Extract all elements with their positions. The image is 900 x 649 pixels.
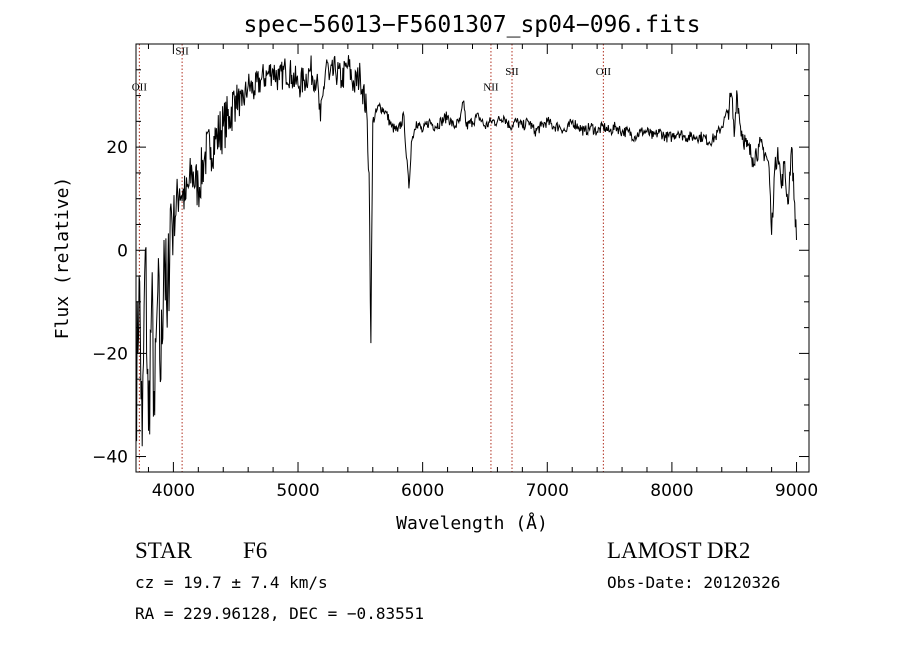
y-axis-label: Flux (relative) [52,177,73,340]
object-class: STAR [135,538,192,563]
emission-line-label: NII [483,81,499,93]
x-axis: 4000 5000 6000 7000 8000 9000 [147,44,818,501]
y-tick-label: −20 [92,344,128,364]
y-tick-label: 0 [117,241,128,261]
survey-name: LAMOST DR2 [607,538,751,563]
chart-title: spec−56013−F5601307_sp04−096.fits [244,12,701,38]
x-tick-label: 6000 [401,481,444,501]
obs-date: Obs-Date: 20120326 [607,573,781,592]
x-tick-label: 5000 [276,481,319,501]
y-axis: −40 −20 0 20 [92,43,809,468]
emission-line-label: OII [132,81,148,93]
x-tick-label: 8000 [650,481,693,501]
x-tick-label: 9000 [775,481,818,501]
spectrum-line [135,55,797,447]
emission-line-label: OII [596,66,612,78]
coordinates: RA = 229.96128, DEC = −0.83551 [135,604,424,623]
x-axis-label: Wavelength (Å) [396,512,548,534]
plot-frame [135,43,810,473]
x-tick-label: 7000 [526,481,569,501]
emission-line-label: SII [505,66,519,78]
emission-line-labels: OII SII NII SII OII [132,45,612,93]
spectrum-series [135,55,797,447]
emission-line-markers [138,44,604,472]
subclass: F6 [243,538,268,563]
y-tick-label: −40 [92,448,128,468]
x-tick-label: 4000 [152,481,195,501]
redshift-readout: cz = 19.7 ± 7.4 km/s [135,573,328,592]
y-tick-label: 20 [106,138,128,158]
emission-line-label: SII [175,45,189,57]
